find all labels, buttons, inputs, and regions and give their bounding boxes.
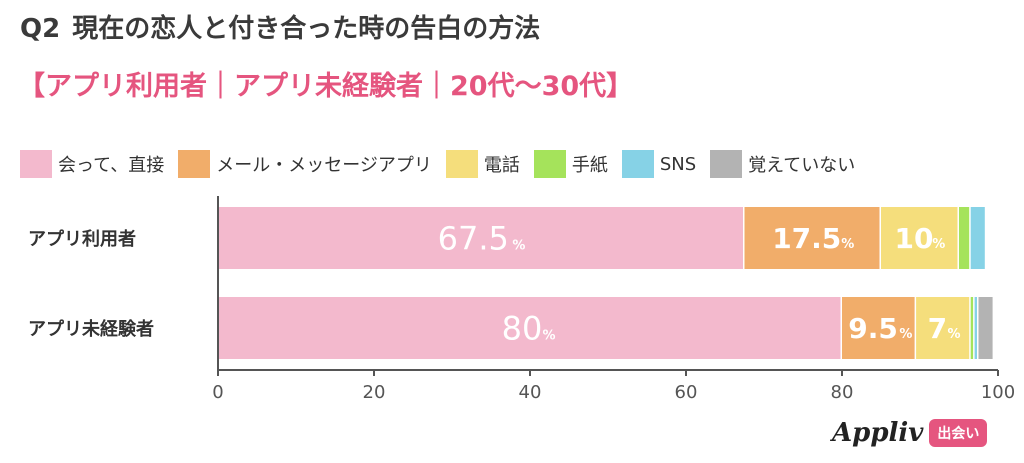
legend-item: 会って、直接 — [20, 150, 164, 178]
legend-label: 会って、直接 — [58, 155, 165, 176]
legend-swatch — [621, 150, 654, 178]
bar-segment — [842, 297, 915, 359]
data-label: 9.5 — [848, 312, 898, 345]
legend-label: SNS — [659, 153, 697, 175]
data-label-unit: % — [543, 329, 556, 344]
legend: 会って、直接 メール・メッセージアプリ 電話 手紙 SNS 覚えていない — [20, 150, 869, 178]
x-tick-label: 100 — [981, 382, 1015, 403]
x-tick-label: 0 — [212, 382, 223, 403]
bar-segment — [744, 207, 880, 269]
legend-swatch — [445, 150, 478, 178]
brand-name: Appliv — [832, 418, 924, 448]
bar-segment — [218, 207, 743, 269]
legend-item: 電話 — [445, 150, 520, 178]
data-label-unit: % — [512, 239, 525, 254]
legend-label: 手紙 — [571, 155, 608, 176]
data-label-unit: % — [841, 237, 854, 252]
bar-segment — [218, 297, 841, 359]
legend-swatch — [178, 150, 211, 178]
x-tick-label: 80 — [831, 382, 854, 403]
legend-swatch — [20, 150, 52, 178]
data-label-unit: % — [932, 237, 945, 252]
bar-segment — [970, 297, 974, 359]
brand-logo: Appliv 出会い — [832, 418, 988, 448]
legend-label: 電話 — [483, 155, 520, 176]
legend-item: 覚えていない — [710, 150, 855, 178]
data-label-unit: % — [948, 327, 961, 342]
data-label-unit: % — [899, 327, 912, 342]
category-label: アプリ利用者 — [28, 228, 136, 250]
data-label: 7 — [928, 312, 947, 345]
legend-item: メール・メッセージアプリ — [178, 150, 432, 178]
bar-segment — [974, 297, 977, 359]
bar-segment — [978, 297, 993, 359]
title-text: 現在の恋人と付き合った時の告白の方法 — [72, 14, 541, 44]
category-label: アプリ未経験者 — [28, 318, 154, 340]
legend-item: 手紙 — [533, 150, 608, 178]
bar-segment — [881, 207, 958, 269]
question-number: Q2 — [20, 14, 61, 44]
bar-segment — [970, 207, 985, 269]
legend-swatch — [710, 150, 743, 178]
bar-segment — [916, 297, 970, 359]
legend-swatch — [533, 150, 566, 178]
chart-title: Q2 現在の恋人と付き合った時の告白の方法 — [20, 8, 540, 45]
data-label: 67.5 — [438, 220, 509, 258]
x-tick-label: 20 — [363, 382, 386, 403]
data-label: 10 — [895, 222, 934, 255]
legend-item: SNS — [621, 150, 697, 178]
data-label: 17.5 — [772, 222, 841, 255]
brand-tag: 出会い — [929, 419, 988, 447]
legend-label: 覚えていない — [748, 155, 856, 176]
bar-segment — [959, 207, 970, 269]
x-tick-label: 40 — [519, 382, 542, 403]
data-label: 80 — [502, 310, 543, 348]
x-tick-label: 60 — [675, 382, 698, 403]
chart-subtitle: 【アプリ利用者｜アプリ未経験者｜20代〜30代】 — [18, 71, 634, 102]
legend-label: メール・メッセージアプリ — [216, 155, 432, 176]
